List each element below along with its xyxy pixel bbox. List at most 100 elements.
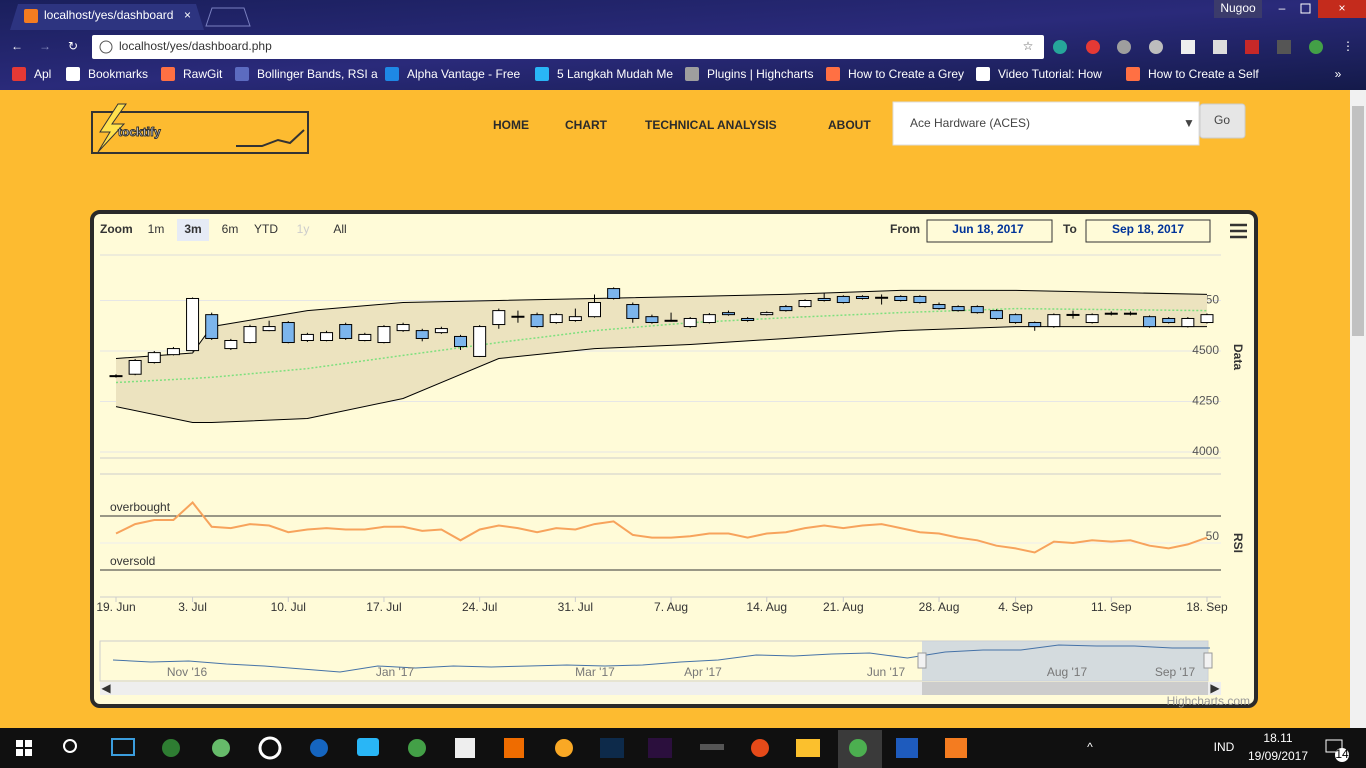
candle-body (396, 324, 410, 332)
y-tick-label: 4500 (1192, 343, 1219, 357)
notification-badge (1335, 748, 1349, 762)
maximize[interactable] (1300, 3, 1311, 14)
scroll-right[interactable]: ▶ (1210, 681, 1220, 695)
zoom-button-selected[interactable] (177, 219, 209, 241)
nav-link[interactable]: ABOUT (828, 118, 871, 132)
bookmark[interactable]: Bookmarks (88, 67, 148, 81)
language[interactable]: IND (1214, 740, 1235, 754)
bookmark[interactable]: Video Tutorial: How (998, 67, 1102, 81)
candle-body (1085, 314, 1099, 324)
candle-body (300, 333, 314, 341)
candle-body (1047, 314, 1061, 328)
candle-body (243, 326, 257, 344)
bookmark[interactable]: Alpha Vantage - Free (407, 67, 521, 81)
notification-icon[interactable] (1325, 739, 1343, 753)
candle-body (989, 310, 1003, 319)
candle-body (913, 295, 927, 304)
zoom-button[interactable]: All (333, 222, 346, 236)
reload[interactable]: ↻ (68, 39, 78, 53)
back[interactable]: ← (11, 39, 23, 53)
x-tick-label: 18. Sep (1186, 600, 1228, 614)
candle-body (1066, 313, 1080, 316)
nav: HOME CHART TECHNICAL ANALYSIS ABOUT (493, 118, 871, 132)
tab-close[interactable]: × (184, 8, 191, 22)
candle-body (415, 330, 429, 339)
select-arrow: ▼ (1183, 116, 1195, 130)
notification-count: 14 (1335, 747, 1349, 761)
candle-body (377, 326, 391, 344)
candle-body (1143, 316, 1157, 328)
address-bar[interactable] (92, 35, 1044, 59)
bookmark[interactable]: Apl (34, 67, 51, 81)
go-button[interactable] (1199, 103, 1246, 139)
tab[interactable] (10, 4, 204, 30)
from-label: From (890, 222, 920, 236)
from-input[interactable] (926, 219, 1053, 243)
zoom-button[interactable]: 1m (148, 222, 165, 236)
candle-body (817, 297, 831, 302)
band-lower (115, 326, 1207, 423)
zoom-button[interactable]: 1y (297, 222, 310, 236)
bookmark-icon (535, 67, 549, 81)
candle-body (875, 296, 889, 299)
tray-up[interactable]: ^ (1087, 740, 1093, 754)
new-tab[interactable] (205, 7, 251, 27)
navigator-label: Jun '17 (867, 665, 906, 679)
chart: Zoom 1m 3m 6m YTD 1y All From Jun 18, 2017 To Sep … (96, 219, 1250, 708)
logo-bolt (97, 103, 127, 153)
navigator-label: Jan '17 (376, 665, 415, 679)
forward[interactable]: → (39, 39, 51, 53)
navigator-handle[interactable] (1203, 652, 1213, 669)
nav-link[interactable]: HOME (493, 118, 529, 132)
user-name: Nugoo (1220, 1, 1256, 15)
candle-body (894, 295, 908, 301)
clock-date[interactable]: 19/09/2017 (1248, 749, 1308, 763)
bookmark[interactable]: RawGit (183, 67, 223, 81)
menu[interactable]: ⋮ (1342, 39, 1354, 53)
scroll-left[interactable]: ◀ (101, 681, 111, 695)
close-window[interactable] (1318, 0, 1366, 18)
bookmark-icon (976, 67, 990, 81)
logo-frame[interactable] (91, 111, 309, 154)
candle-body (836, 295, 850, 304)
star[interactable]: ☆ (1023, 39, 1034, 53)
candle-body (128, 359, 142, 375)
navigator-handle[interactable] (917, 652, 927, 669)
credits[interactable]: Highcharts.com (1167, 694, 1250, 708)
user-badge[interactable] (1214, 0, 1262, 18)
to-input[interactable] (1085, 219, 1211, 243)
bookmark[interactable]: 5 Langkah Mudah Me (557, 67, 673, 81)
y-axis-title: Data (1231, 344, 1245, 370)
x-tick-label: 21. Aug (823, 600, 864, 614)
bookmark-icon (685, 67, 699, 81)
bookmark[interactable]: Plugins | Highcharts (707, 67, 814, 81)
nav-link[interactable]: TECHNICAL ANALYSIS (645, 118, 777, 132)
zoom-label: Zoom (100, 222, 133, 236)
bookmark[interactable]: Bollinger Bands, RSI a (257, 67, 378, 81)
minimize[interactable]: – (1279, 1, 1286, 15)
candle-body (1162, 317, 1176, 324)
scrollbar-thumb[interactable] (922, 682, 1208, 695)
extensions (1053, 40, 1323, 54)
x-tick-label: 28. Aug (919, 600, 960, 614)
candle-body (549, 314, 563, 324)
scroll-thumb[interactable] (1352, 106, 1364, 336)
overbought-label: overbought (110, 500, 171, 514)
navigator-label: Sep '17 (1155, 665, 1196, 679)
y-tick-label: 4000 (1192, 444, 1219, 458)
zoom-button[interactable]: YTD (254, 222, 278, 236)
bookmark-icon (161, 67, 175, 81)
candle-body (339, 324, 353, 339)
candle-body (721, 312, 735, 316)
bookmark[interactable]: How to Create a Self (1148, 67, 1259, 81)
candle-body (454, 335, 468, 348)
zoom-button[interactable]: 6m (222, 222, 239, 236)
bookmark[interactable]: How to Create a Grey (848, 67, 964, 81)
clock-time[interactable]: 18.11 (1263, 731, 1292, 745)
stock-select[interactable] (892, 101, 1200, 146)
band-area (116, 290, 1207, 423)
zoom-button[interactable]: 3m (184, 222, 201, 236)
bookmarks-bar: Apl Bookmarks RawGit Bollinger Bands, RSI a… (12, 67, 1342, 81)
nav-link[interactable]: CHART (565, 118, 608, 132)
x-tick-label: 17. Jul (366, 600, 401, 614)
